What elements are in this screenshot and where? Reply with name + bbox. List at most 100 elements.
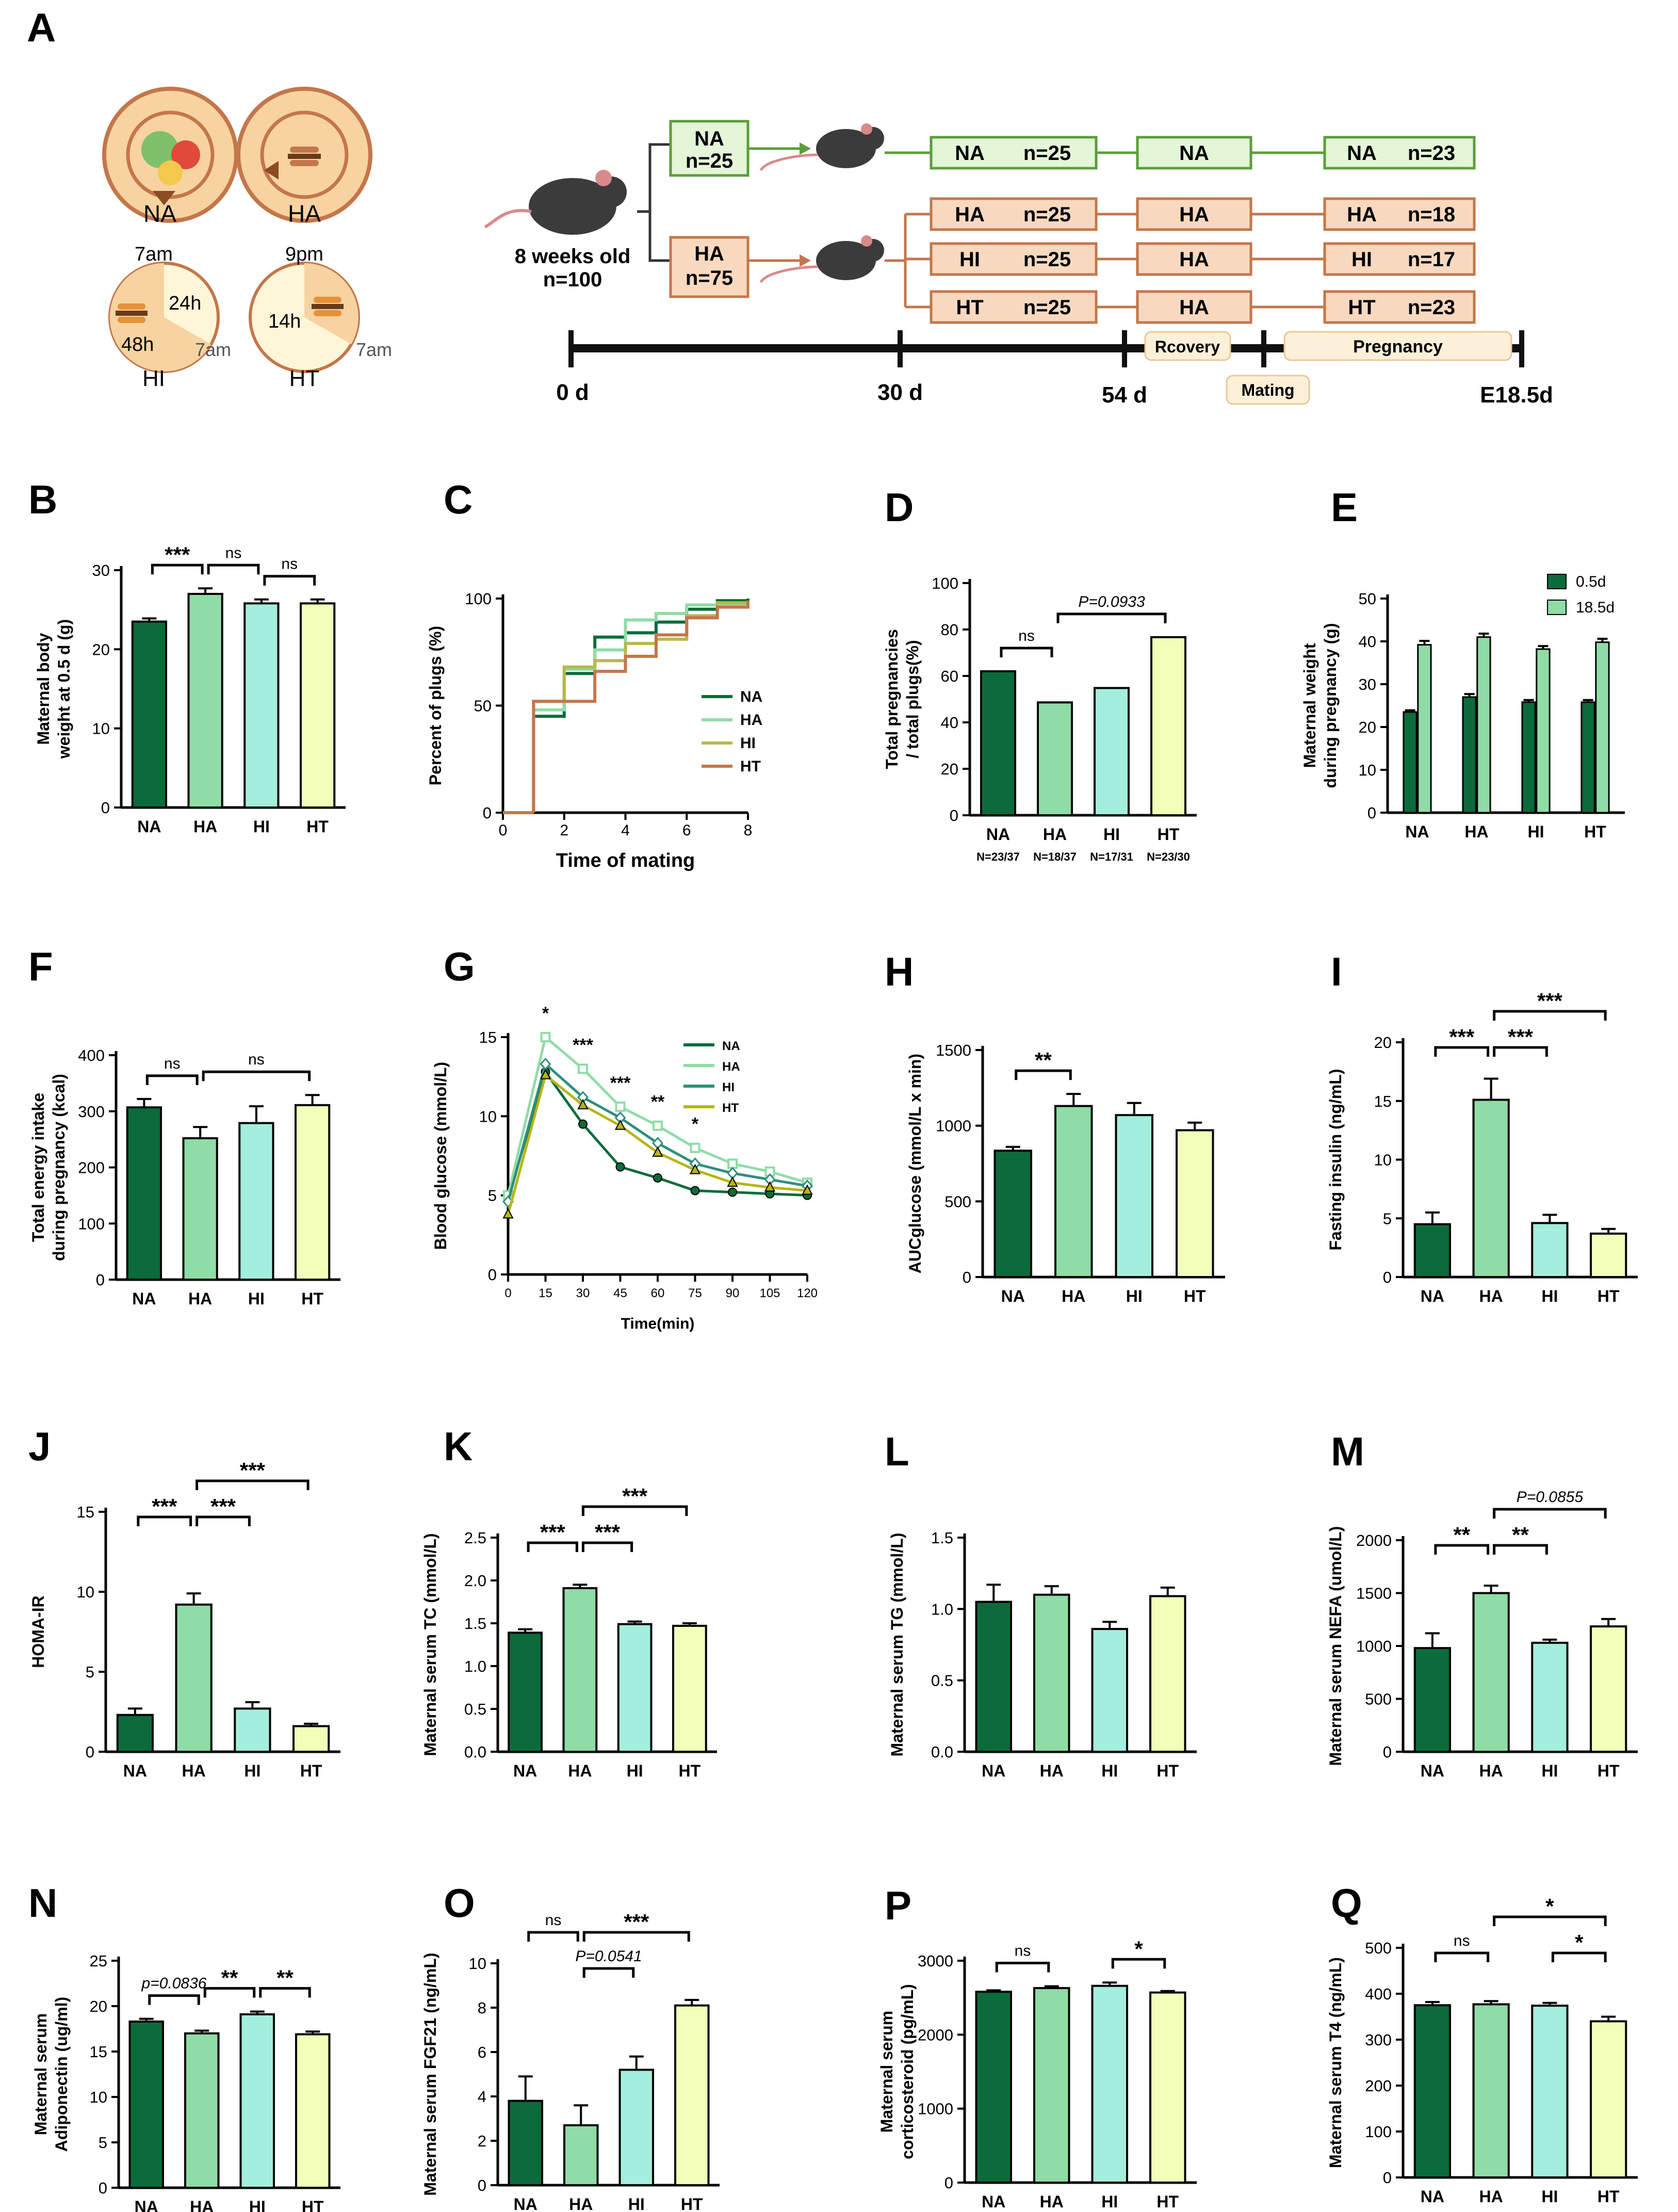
y-tick-label: 5	[99, 2134, 107, 2152]
error-bar	[1542, 1214, 1557, 1223]
bar-NA	[508, 1632, 543, 1753]
error-bar	[1102, 1621, 1117, 1629]
y-tick-label: 10	[1374, 1151, 1392, 1169]
flow-box-final-group-label: HT	[1348, 296, 1375, 319]
panel-n: N 0 5 10 15 20 25 Maternal serum Adiponectin (ug…	[28, 1880, 340, 2212]
svg-text:NA: NA	[694, 127, 724, 150]
significance-label: P=0.0541	[575, 1948, 642, 1965]
data-point-HA	[578, 1063, 588, 1074]
error-bar	[518, 2075, 533, 2101]
x-tick-label: NA	[132, 1289, 156, 1308]
y-tick-label: 100	[932, 574, 958, 592]
bar-HT	[292, 1725, 330, 1753]
y-tick-label: 10	[479, 1107, 497, 1125]
bar-HI	[1531, 1222, 1569, 1279]
y-axis-title: HOMA-IR	[29, 1595, 47, 1668]
x-tick-label: HA	[182, 1762, 206, 1780]
significance-bracket	[1493, 1544, 1548, 1555]
y-tick-label: 0	[99, 2179, 107, 2197]
significance-bracket	[1056, 612, 1167, 623]
svg-text:0 d: 0 d	[556, 380, 589, 405]
y-tick-label: 1000	[1356, 1637, 1392, 1655]
y-tick-label: 1500	[1356, 1585, 1392, 1603]
x-tick-label: HI	[1541, 2187, 1558, 2206]
y-tick-label: 500	[944, 1192, 971, 1210]
diet-icon-na: NA	[102, 87, 238, 227]
y-tick-label: 1.0	[464, 1657, 486, 1675]
bar-NA	[508, 2100, 543, 2187]
x-tick-label: HT	[681, 2195, 703, 2212]
bar-HT	[672, 1624, 707, 1753]
flow-box-n-label: n=25	[1023, 142, 1071, 165]
y-tick-label: 10	[469, 1955, 486, 1973]
bar-18.5d-HT	[1595, 641, 1610, 814]
bar-HI	[238, 1122, 274, 1281]
bar-NA	[975, 1991, 1012, 2184]
y-tick-label: 2000	[1356, 1531, 1392, 1549]
bar-HI	[239, 2013, 275, 2189]
bar-HI	[1091, 1984, 1128, 2184]
y-axis-title: Maternal serum	[877, 2011, 896, 2133]
y-tick-label: 100	[1365, 2123, 1392, 2141]
x-tick-label: HT	[1598, 2187, 1620, 2206]
bar-HI	[1531, 2005, 1569, 2178]
flow-row-ht: HT n=25 HA HT n=23	[930, 290, 1476, 324]
flow-box-n-label: n=25	[1023, 296, 1071, 319]
panel-c: C 0 50 100 0 2 4 6 8 Time of mating Percent of plu…	[426, 477, 762, 871]
data-point-HT	[689, 1164, 701, 1174]
y-tick-label: 20	[1374, 1034, 1392, 1052]
significance-bracket	[527, 1541, 578, 1552]
y-axis-title: corticosteroid (pg/mL)	[898, 1984, 917, 2159]
mouse-icon-start	[484, 170, 627, 235]
bar-HT	[295, 1104, 331, 1281]
significance-label: ns	[1454, 1932, 1470, 1949]
significance-bracket	[1111, 1958, 1166, 1969]
x-tick-label: HA	[1464, 822, 1488, 841]
error-bar	[304, 1722, 319, 1726]
panel-letter: P	[885, 1883, 911, 1928]
bar-HA	[1054, 1105, 1093, 1279]
bar-0.5d-HI	[1521, 701, 1536, 814]
flow-box-mid-label: HA	[1179, 296, 1209, 319]
x-tick-label: 75	[688, 1286, 702, 1300]
significance-label: ***	[573, 1035, 593, 1055]
data-point-HT	[614, 1119, 626, 1130]
panel-k: K 0.0 0.5 1.0 1.5 2.0 2.5 Maternal serum TC (mm…	[421, 1424, 717, 1780]
significance-label: ***	[240, 1458, 266, 1482]
flow-box-final-n-label: n=23	[1408, 296, 1455, 319]
flow-box-mid	[1136, 242, 1252, 276]
bar-HT	[1590, 1625, 1627, 1753]
x-tick-label: HT	[679, 1762, 701, 1780]
bar-NA	[1413, 1223, 1451, 1278]
significance-bracket	[137, 1515, 192, 1526]
panel-letter: F	[28, 944, 53, 989]
y-tick-label: 0	[488, 1266, 497, 1284]
error-bar	[1478, 633, 1489, 637]
flow-box-final	[1323, 197, 1476, 231]
legend-label: HI	[740, 735, 756, 752]
significance-label: **	[1035, 1048, 1052, 1072]
bar-HA	[563, 2124, 599, 2186]
svg-text:Mating: Mating	[1241, 381, 1294, 399]
x-tick-label: HT	[300, 1762, 322, 1780]
error-bar	[142, 617, 157, 622]
x-tick-label: HA	[1040, 2192, 1064, 2211]
x-tick-label: NA	[1405, 822, 1429, 841]
svg-text:54 d: 54 d	[1102, 382, 1147, 408]
panel-letter: O	[444, 1880, 475, 1926]
error-bar	[518, 1628, 533, 1633]
flow-box-group-label: HI	[959, 248, 980, 271]
flow-box-final-n-label: n=23	[1408, 142, 1455, 165]
bar-HA	[182, 1137, 218, 1281]
bar-HA	[1037, 701, 1073, 817]
svg-text:30 d: 30 d	[877, 380, 923, 405]
bar-HI	[1091, 1628, 1128, 1753]
icon-label-na: NA	[143, 200, 176, 227]
bar-HT	[1590, 2020, 1627, 2178]
panel-a: A NA HA 7am 24h 48h	[27, 5, 1553, 408]
data-point-NA	[690, 1186, 700, 1196]
data-point-HT	[652, 1146, 663, 1157]
x-tick-label: 8	[744, 822, 753, 839]
error-bar	[1102, 1981, 1117, 1986]
bar-HI	[234, 1707, 271, 1753]
